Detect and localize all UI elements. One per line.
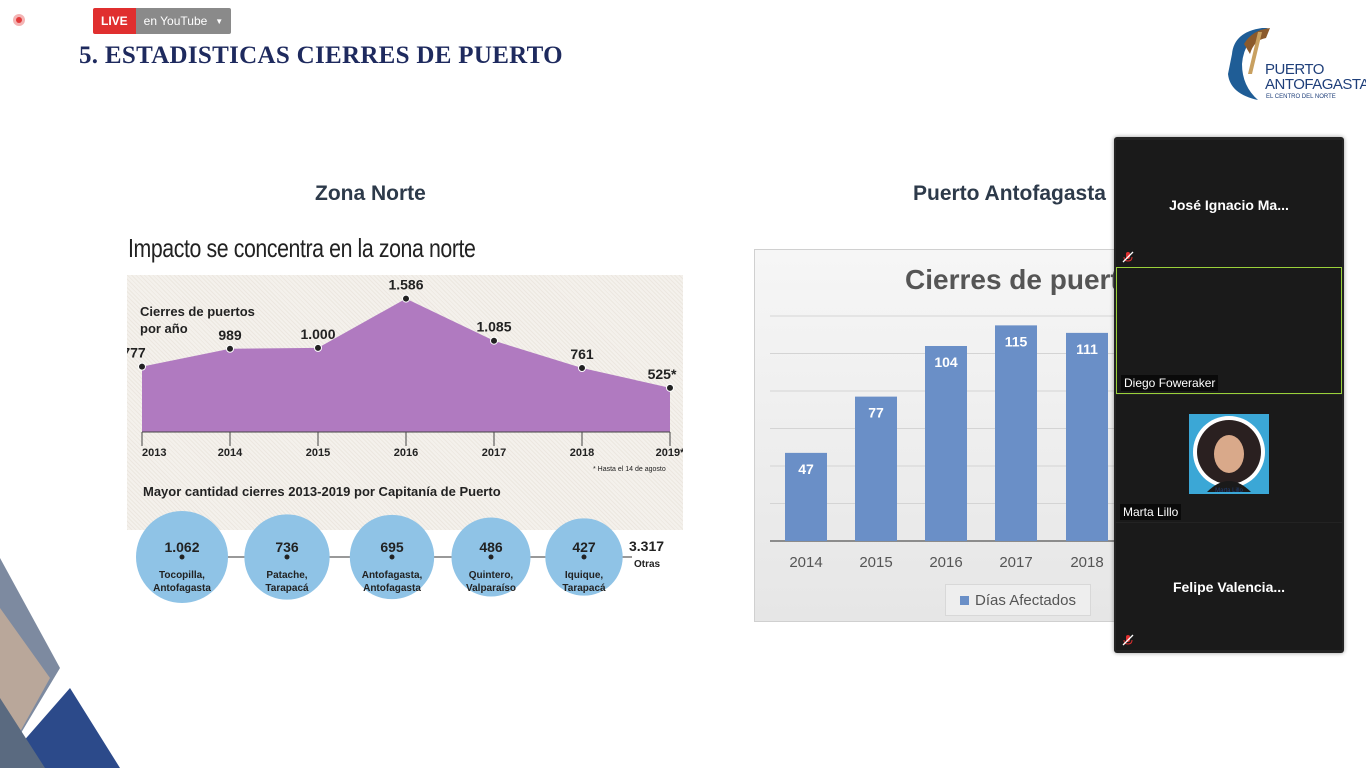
bar-value-label: 111 [1076,341,1098,357]
bubble-label-line2: Antofagasta [363,583,421,594]
bubble-value: 1.062 [164,539,199,555]
data-label: 761 [570,346,594,362]
avatar-caption: Marta Lillo [1215,488,1243,494]
participant-name: Marta Lillo [1120,504,1182,520]
chevron-down-icon: ▼ [215,16,224,26]
data-label: 1.000 [300,326,335,342]
bar-value-label: 115 [1005,333,1028,349]
recording-indicator-icon [13,14,25,26]
x-tick-label: 2016 [929,554,962,571]
infographic-headline: Impacto se concentra en la zona norte [128,233,476,263]
x-tick-label: 2013 [142,447,166,459]
live-label: LIVE [93,8,136,34]
data-point [138,362,146,371]
data-point [314,343,322,352]
bubble-dot [488,554,494,560]
data-point [578,363,586,372]
x-tick-label: 2015 [306,447,330,459]
infographic-subtitle-2: por año [140,321,188,336]
participant-tile[interactable]: Marta Lillo Marta Lillo [1116,395,1342,522]
bubble-label-line1: Antofagasta, [362,570,423,581]
bubble-value: 427 [572,539,596,555]
bubble-label-line1: Tocopilla, [159,570,205,581]
participant-photo: Marta Lillo [1189,414,1269,494]
bubble-dot [389,554,395,560]
data-point [402,294,410,303]
participant-tile[interactable]: Diego Foweraker [1116,267,1342,394]
x-tick-label: 2017 [482,447,506,459]
participant-name: Felipe Valencia... [1172,579,1286,595]
infographic-subtitle-1: Cierres de puertos [140,304,255,319]
bar [785,452,827,541]
bar [995,325,1037,541]
data-point [226,344,234,353]
slide-corner-decoration [0,558,120,768]
bubble-label-line1: Patache, [266,570,307,581]
zona-norte-heading: Zona Norte [315,182,426,205]
bubble-value: 736 [275,539,299,555]
live-stream-badge[interactable]: LIVE en YouTube ▼ [93,8,232,34]
data-label: 1.085 [476,319,511,335]
bar-chart: 47 2014 77 2015 104 2016 115 2017 111 2018 [770,315,1115,571]
logo-tagline: EL CENTRO DEL NORTE [1266,94,1336,100]
area-series [142,298,670,432]
bubble-dot [284,554,290,560]
x-tick-label: 2014 [218,447,243,459]
participant-tile[interactable]: José Ignacio Ma... [1116,140,1342,267]
bubble-label-line2: Valparaíso [466,583,516,594]
bar [925,346,967,541]
data-label: 989 [218,327,242,343]
bubble-value: 486 [479,539,503,555]
x-tick-label: 2015 [859,554,892,571]
data-point [490,336,498,345]
puerto-antofagasta-heading: Puerto Antofagasta [913,182,1106,205]
live-destination-label: en YouTube [143,14,208,28]
logo-line1: PUERTO [1265,61,1324,78]
data-point [666,383,674,392]
video-participants-panel[interactable]: José Ignacio Ma... Diego Foweraker Marta… [1114,137,1344,653]
live-destination-dropdown[interactable]: en YouTube ▼ [135,8,232,34]
bar [855,396,897,541]
x-tick-label: 2017 [999,554,1032,571]
bubble-label-line2: Tarapacá [265,583,309,594]
puerto-antofagasta-logo [1228,28,1270,100]
legend-swatch [960,595,970,605]
infographic-footnote: * Hasta el 14 de agosto [593,466,666,473]
x-tick-label: 2019* [656,447,683,459]
mic-muted-icon [1122,251,1134,263]
bubble-dot [179,554,185,560]
ranking-title: Mayor cantidad cierres 2013-2019 por Cap… [143,484,501,499]
bar-value-label: 104 [934,354,958,370]
bar-chart-title: Cierres de puerto [905,264,1116,295]
avatar: Marta Lillo [1189,414,1269,494]
bar [1066,332,1108,541]
bubble-dot [581,554,587,560]
mic-muted-icon [1122,634,1134,646]
bar-chart-legend: Días Afectados [945,584,1091,616]
participant-name: José Ignacio Ma... [1169,197,1289,213]
bubble-value: 695 [380,539,404,555]
x-tick-label: 2014 [789,554,822,571]
participant-tile[interactable]: Felipe Valencia... [1116,523,1342,650]
data-label: 777 [127,345,146,361]
bubble-label-line2: Tarapacá [562,583,606,594]
legend-label: Días Afectados [975,591,1076,609]
data-label: 525* [648,366,677,382]
data-label: 1.586 [388,277,423,293]
x-tick-label: 2018 [570,447,594,459]
others-value: 3.317 [629,538,664,554]
infographic-chart: Cierres de puertos por año 2013 2014 2015 2… [127,277,683,603]
bubble-label-line2: Antofagasta [153,583,211,594]
participant-name: Diego Foweraker [1121,375,1219,391]
bar-value-label: 77 [868,405,884,421]
bar-value-label: 47 [798,461,814,477]
x-tick-label: 2016 [394,447,418,459]
logo-line2: ANTOFAGASTA [1265,76,1366,93]
bar-chart-panel: 47 2014 77 2015 104 2016 115 2017 111 2018 Cierre… [754,249,1116,622]
bubble-label-line1: Iquique, [565,570,604,581]
slide-title: 5. ESTADISTICAS CIERRES DE PUERTO [79,42,563,69]
others-label: Otras [634,559,661,570]
x-tick-label: 2018 [1070,554,1103,571]
bubble-label-line1: Quintero, [469,570,514,581]
